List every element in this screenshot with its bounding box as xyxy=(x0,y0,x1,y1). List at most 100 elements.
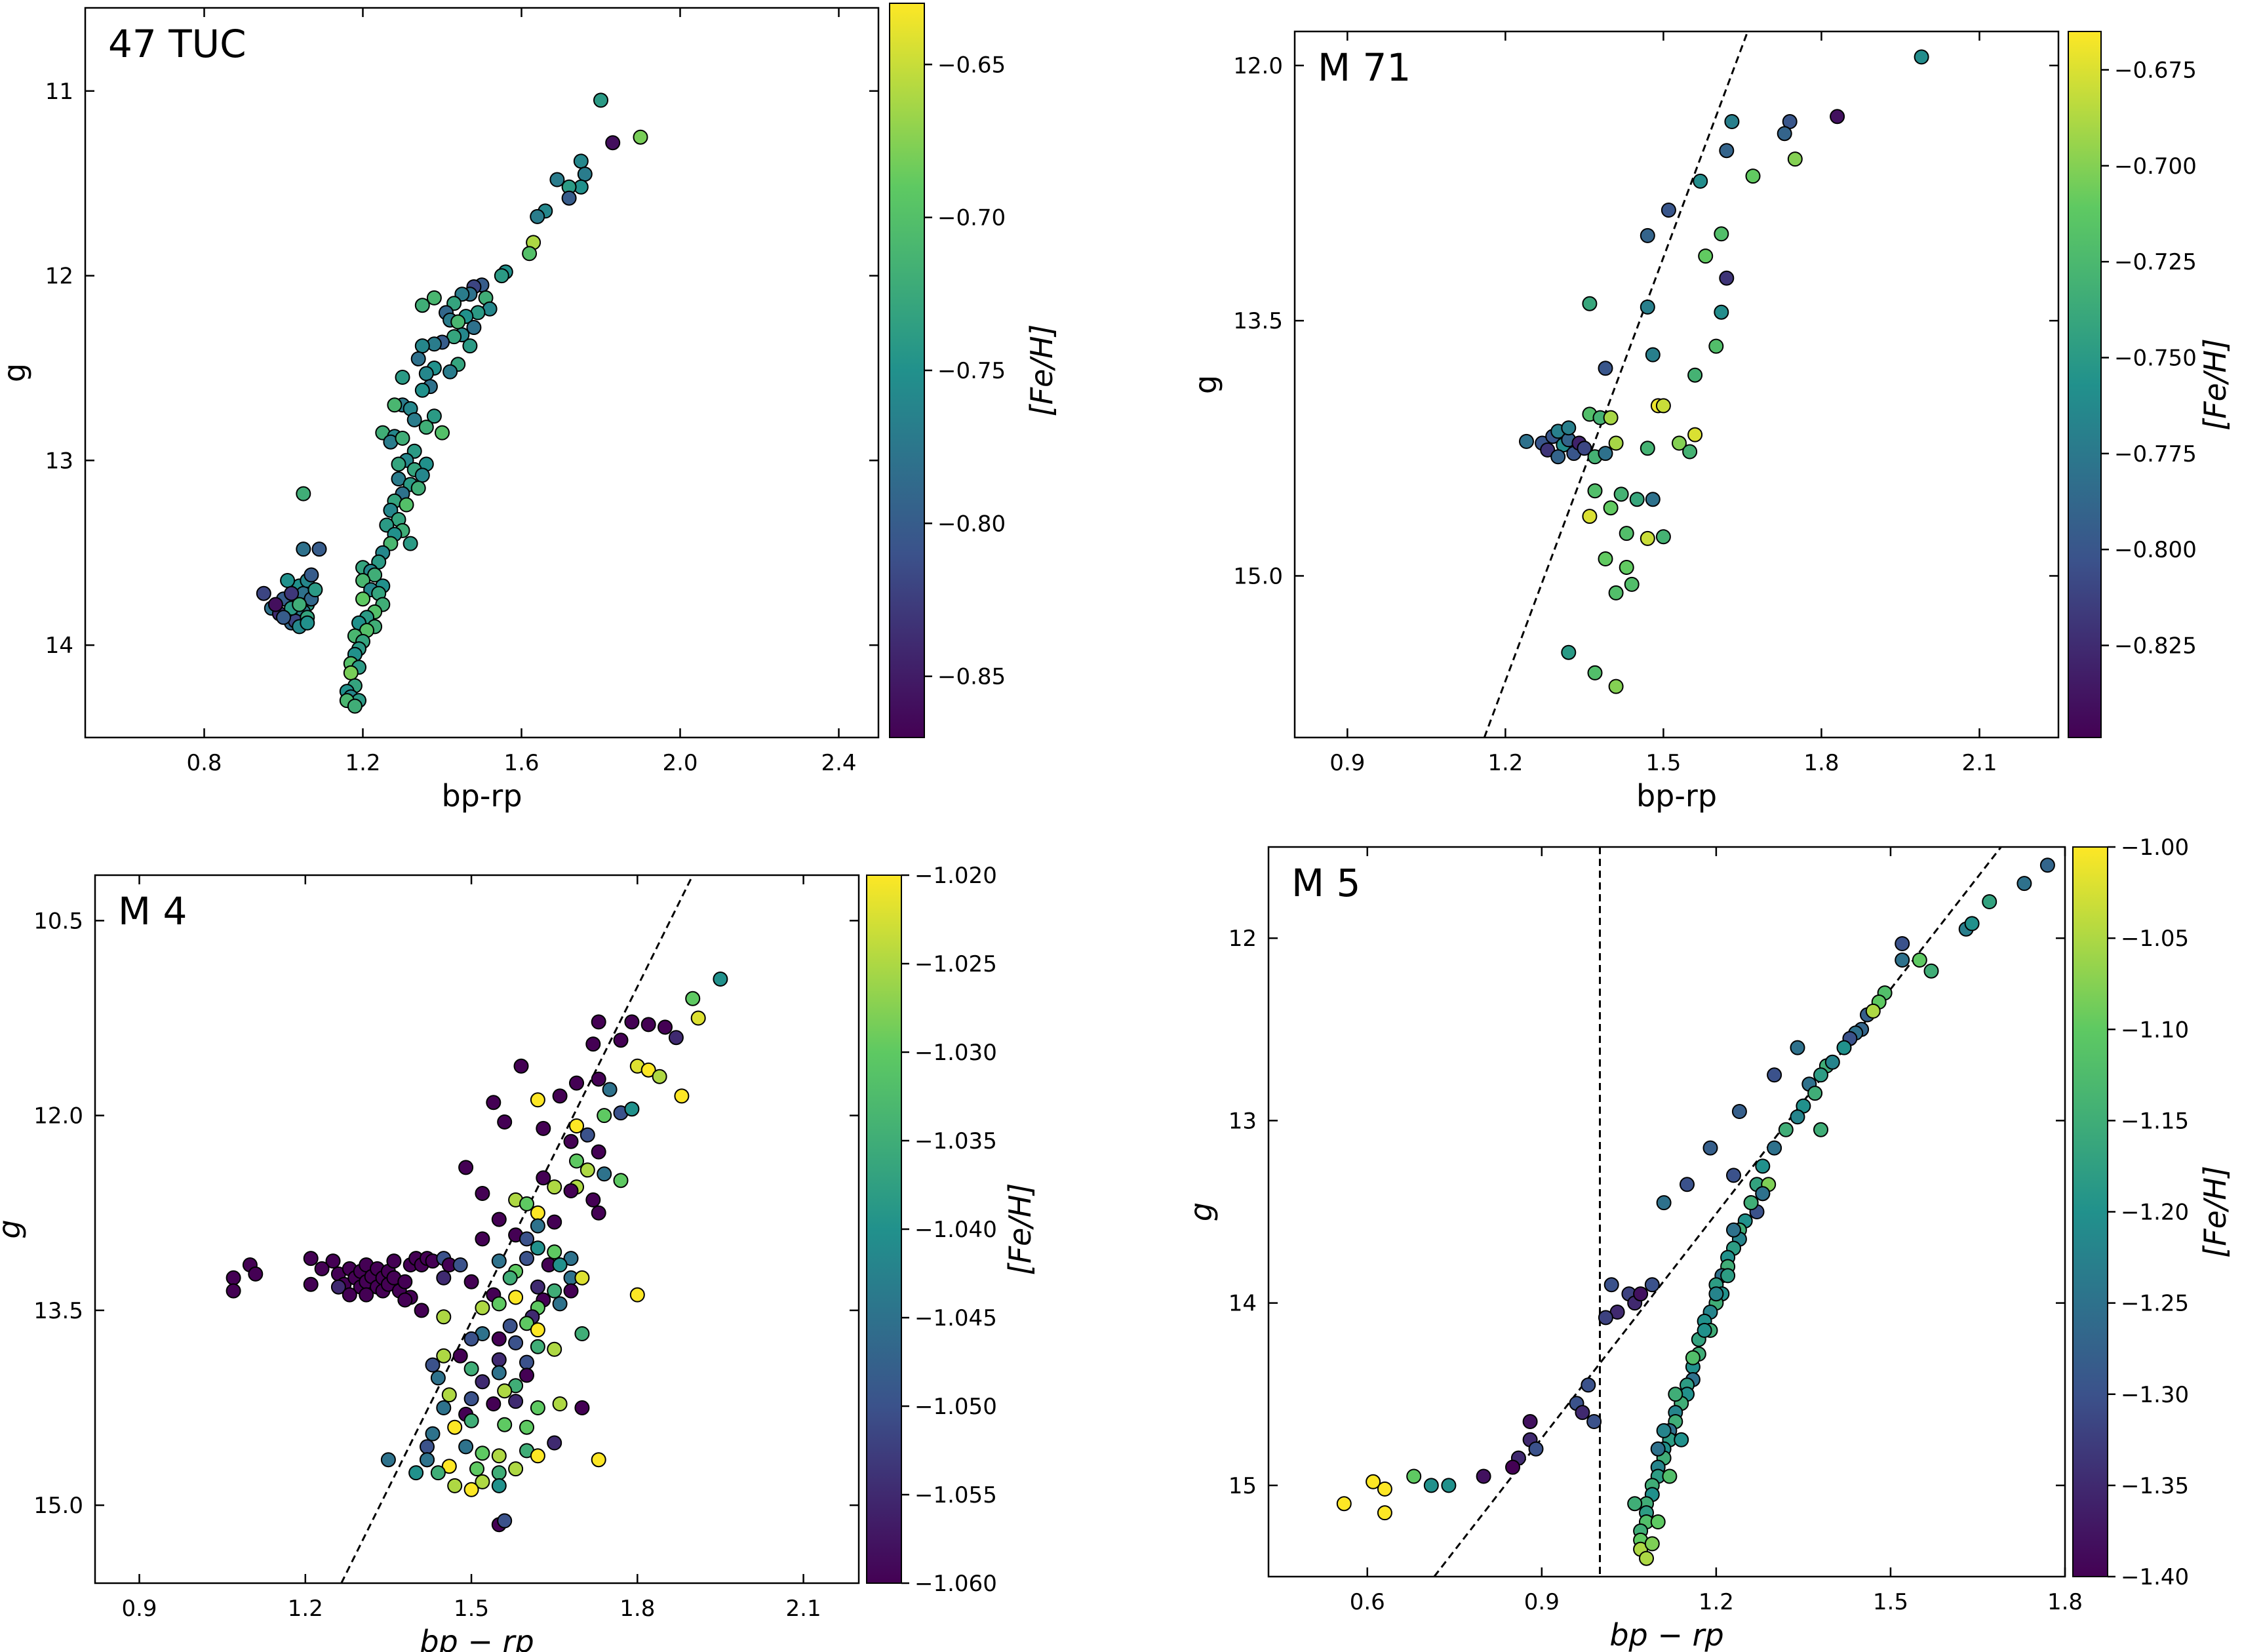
data-point xyxy=(1697,1322,1712,1338)
data-point xyxy=(591,1205,606,1221)
data-point xyxy=(497,1513,513,1529)
data-point xyxy=(463,1331,479,1347)
data-point xyxy=(491,1352,507,1367)
data-point xyxy=(502,1318,518,1334)
data-point xyxy=(1719,143,1735,159)
x-tick-label: 0.9 xyxy=(1329,750,1365,776)
y-tick-label: 14 xyxy=(45,633,73,659)
data-point xyxy=(380,1452,396,1468)
data-point xyxy=(1645,492,1661,507)
data-point xyxy=(497,1114,513,1130)
data-point xyxy=(399,497,414,513)
data-point xyxy=(591,1452,606,1468)
data-point xyxy=(530,1339,545,1354)
data-point xyxy=(1377,1481,1392,1497)
panel-m4: 0.9 1.2 1.5 1.8 2.1 10.5 12.0 13.5 15.0 M 4 bp − r… xyxy=(0,863,1038,1652)
colorbar-tick-label: −1.10 xyxy=(2121,1017,2189,1043)
data-point xyxy=(436,1348,452,1364)
y-tick-label: 13.5 xyxy=(33,1298,83,1324)
data-point xyxy=(410,351,426,366)
data-point xyxy=(1668,1386,1683,1402)
data-point xyxy=(395,370,410,385)
data-point xyxy=(1650,1441,1666,1457)
x-tick-label: 1.8 xyxy=(2047,1589,2083,1615)
data-point xyxy=(1724,114,1740,129)
y-axis-label: g xyxy=(0,1219,27,1238)
data-point xyxy=(1603,1277,1619,1293)
colorbar-tick-label: −0.85 xyxy=(937,664,1006,690)
data-point xyxy=(640,1017,656,1032)
data-point xyxy=(425,1426,441,1442)
data-point xyxy=(1824,1054,1840,1070)
data-point xyxy=(1644,1277,1660,1293)
x-tick-label: 1.2 xyxy=(345,750,380,776)
y-tick-label: 12 xyxy=(1229,926,1257,952)
data-point xyxy=(303,1276,319,1292)
x-tick-label: 1.5 xyxy=(1645,750,1681,776)
data-point xyxy=(314,1261,330,1276)
panel-title: M 5 xyxy=(1291,861,1360,905)
y-tick-label: 14 xyxy=(1229,1291,1257,1317)
data-point xyxy=(585,1036,601,1052)
data-point xyxy=(403,536,418,551)
data-point xyxy=(1672,435,1687,451)
data-point xyxy=(624,1101,640,1117)
data-point xyxy=(1603,410,1619,425)
data-point xyxy=(1608,585,1624,600)
data-point xyxy=(1914,49,1929,65)
data-point xyxy=(591,1144,606,1160)
data-point xyxy=(668,1030,684,1046)
data-point xyxy=(1767,1067,1782,1083)
data-point xyxy=(387,397,403,413)
colorbar-tick-label: −1.15 xyxy=(2121,1108,2189,1134)
x-tick-label: 1.2 xyxy=(1487,750,1523,776)
data-point xyxy=(563,1283,579,1299)
data-point xyxy=(1790,1040,1805,1055)
data-point xyxy=(629,1287,645,1303)
data-point xyxy=(569,1153,584,1169)
data-point xyxy=(563,1183,579,1198)
x-tick-label: 2.0 xyxy=(662,750,698,776)
data-point xyxy=(574,1326,590,1341)
data-point xyxy=(530,1279,545,1295)
x-tick-label: 1.2 xyxy=(288,1596,323,1622)
data-point xyxy=(475,1474,490,1489)
data-point xyxy=(1633,1286,1649,1302)
data-point xyxy=(452,1348,468,1364)
y-tick-label: 15.0 xyxy=(1233,563,1283,589)
data-point xyxy=(1640,530,1655,546)
colorbar-label: [Fe/H] xyxy=(2197,1166,2233,1258)
panel-m5: 0.6 0.9 1.2 1.5 1.8 12 13 14 15 M 5 bp − rp g −1.00 −… xyxy=(1183,835,2233,1652)
data-point xyxy=(359,1287,374,1303)
data-point xyxy=(1719,270,1735,286)
data-point xyxy=(633,129,648,145)
data-point xyxy=(463,1482,479,1497)
colorbar-tick-label: −1.045 xyxy=(914,1305,997,1331)
data-point xyxy=(519,1419,534,1435)
data-point xyxy=(1787,151,1803,167)
data-point xyxy=(1720,1268,1736,1284)
data-point xyxy=(347,698,363,714)
data-point xyxy=(386,1253,402,1269)
colorbar-tick-label: −0.775 xyxy=(2114,441,2197,467)
data-point xyxy=(652,1069,667,1084)
scatter-points xyxy=(256,92,648,714)
scatter-points xyxy=(226,972,728,1533)
data-point xyxy=(1640,299,1655,315)
data-point xyxy=(1836,1040,1852,1055)
data-point xyxy=(1912,953,1927,968)
data-point xyxy=(1767,1140,1782,1156)
data-point xyxy=(508,1289,524,1305)
data-point xyxy=(1640,227,1655,243)
data-point xyxy=(530,1400,545,1415)
data-point xyxy=(462,338,478,354)
data-point xyxy=(497,1383,513,1399)
colorbar-tick-label: −1.40 xyxy=(2121,1564,2189,1590)
data-point xyxy=(248,1266,264,1282)
y-tick-label: 15 xyxy=(1229,1473,1257,1499)
data-point xyxy=(577,167,593,182)
scatter-points xyxy=(1336,857,2055,1566)
data-point xyxy=(1423,1478,1439,1493)
data-point xyxy=(1807,1086,1823,1101)
data-point xyxy=(591,1014,606,1030)
